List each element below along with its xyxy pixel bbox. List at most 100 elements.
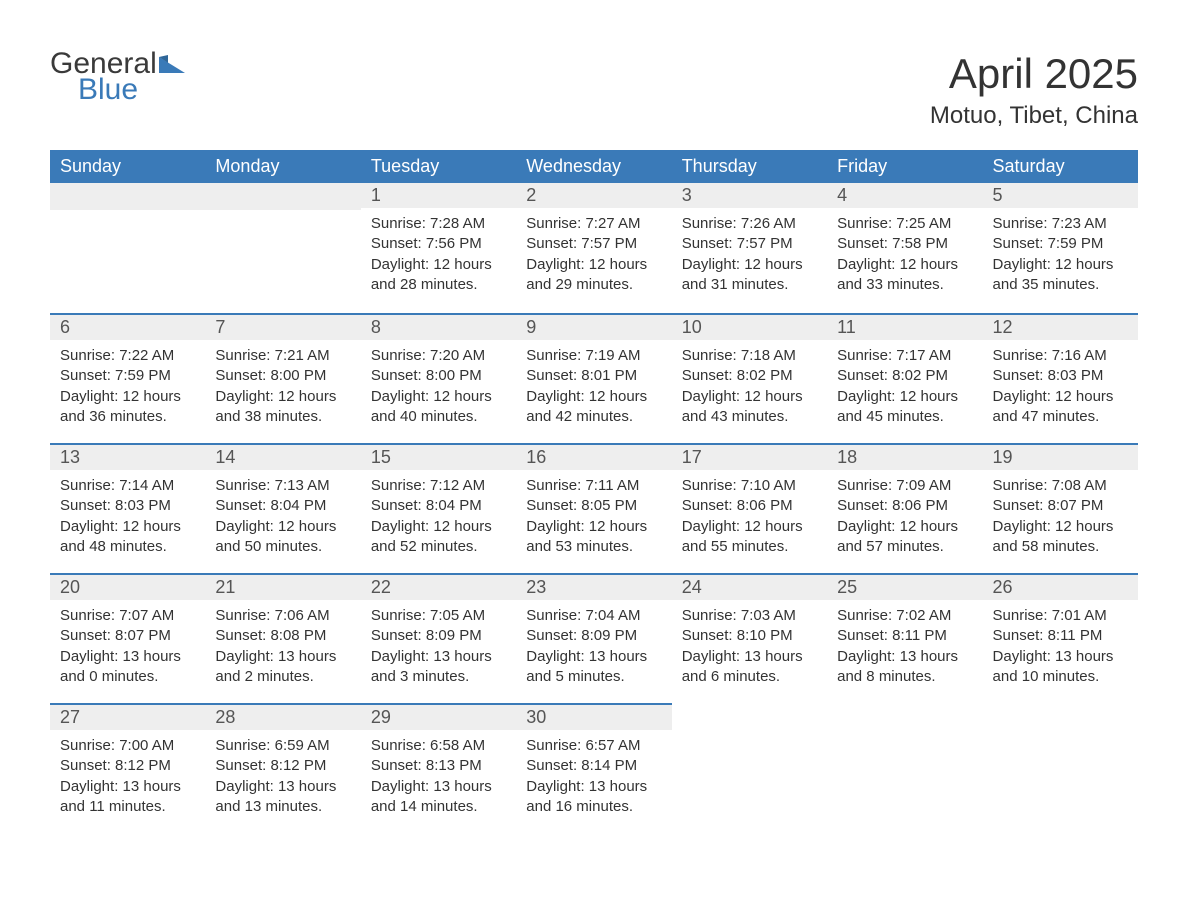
sunset-line: Sunset: 8:06 PM [682, 496, 817, 516]
sunrise-line: Sunrise: 6:59 AM [215, 736, 350, 756]
day-details: Sunrise: 6:58 AMSunset: 8:13 PMDaylight:… [361, 730, 516, 829]
daylight-line: Daylight: 13 hours and 3 minutes. [371, 647, 506, 688]
sunrise-line: Sunrise: 7:01 AM [993, 606, 1128, 626]
day-details: Sunrise: 7:13 AMSunset: 8:04 PMDaylight:… [205, 470, 360, 569]
day-number: 17 [672, 443, 827, 470]
sunrise-line: Sunrise: 7:28 AM [371, 214, 506, 234]
sunrise-line: Sunrise: 7:00 AM [60, 736, 195, 756]
day-details: Sunrise: 7:18 AMSunset: 8:02 PMDaylight:… [672, 340, 827, 439]
calendar-day-cell: 1Sunrise: 7:28 AMSunset: 7:56 PMDaylight… [361, 183, 516, 313]
sunrise-line: Sunrise: 7:12 AM [371, 476, 506, 496]
daylight-line: Daylight: 12 hours and 52 minutes. [371, 517, 506, 558]
day-details: Sunrise: 7:05 AMSunset: 8:09 PMDaylight:… [361, 600, 516, 699]
day-number: 6 [50, 313, 205, 340]
day-number: 13 [50, 443, 205, 470]
day-details: Sunrise: 7:14 AMSunset: 8:03 PMDaylight:… [50, 470, 205, 569]
day-number: 8 [361, 313, 516, 340]
month-title: April 2025 [930, 50, 1138, 98]
calendar-week-row: 27Sunrise: 7:00 AMSunset: 8:12 PMDayligh… [50, 703, 1138, 833]
day-details: Sunrise: 7:03 AMSunset: 8:10 PMDaylight:… [672, 600, 827, 699]
sunrise-line: Sunrise: 7:08 AM [993, 476, 1128, 496]
calendar-day-cell: 12Sunrise: 7:16 AMSunset: 8:03 PMDayligh… [983, 313, 1138, 443]
day-number: 23 [516, 573, 671, 600]
location-subtitle: Motuo, Tibet, China [930, 102, 1138, 130]
daylight-line: Daylight: 13 hours and 14 minutes. [371, 777, 506, 818]
calendar-day-cell: 19Sunrise: 7:08 AMSunset: 8:07 PMDayligh… [983, 443, 1138, 573]
daylight-line: Daylight: 12 hours and 58 minutes. [993, 517, 1128, 558]
day-number: 27 [50, 703, 205, 730]
sunrise-line: Sunrise: 7:06 AM [215, 606, 350, 626]
logo: General Blue [50, 50, 185, 104]
sunrise-line: Sunrise: 7:23 AM [993, 214, 1128, 234]
daylight-line: Daylight: 12 hours and 35 minutes. [993, 255, 1128, 296]
sunset-line: Sunset: 8:12 PM [60, 756, 195, 776]
daylight-line: Daylight: 12 hours and 50 minutes. [215, 517, 350, 558]
day-number: 26 [983, 573, 1138, 600]
calendar-day-cell: 9Sunrise: 7:19 AMSunset: 8:01 PMDaylight… [516, 313, 671, 443]
sunset-line: Sunset: 7:59 PM [993, 234, 1128, 254]
calendar-day-cell: 16Sunrise: 7:11 AMSunset: 8:05 PMDayligh… [516, 443, 671, 573]
sunset-line: Sunset: 8:12 PM [215, 756, 350, 776]
day-details: Sunrise: 7:20 AMSunset: 8:00 PMDaylight:… [361, 340, 516, 439]
calendar-day-cell: 26Sunrise: 7:01 AMSunset: 8:11 PMDayligh… [983, 573, 1138, 703]
day-details: Sunrise: 7:01 AMSunset: 8:11 PMDaylight:… [983, 600, 1138, 699]
sunset-line: Sunset: 7:58 PM [837, 234, 972, 254]
day-number: 11 [827, 313, 982, 340]
day-number: 10 [672, 313, 827, 340]
title-block: April 2025 Motuo, Tibet, China [930, 50, 1138, 130]
sunset-line: Sunset: 8:04 PM [215, 496, 350, 516]
daylight-line: Daylight: 12 hours and 47 minutes. [993, 387, 1128, 428]
calendar-day-cell: 18Sunrise: 7:09 AMSunset: 8:06 PMDayligh… [827, 443, 982, 573]
sunrise-line: Sunrise: 7:11 AM [526, 476, 661, 496]
calendar-day-cell: 20Sunrise: 7:07 AMSunset: 8:07 PMDayligh… [50, 573, 205, 703]
sunrise-line: Sunrise: 7:05 AM [371, 606, 506, 626]
sunset-line: Sunset: 8:09 PM [526, 626, 661, 646]
calendar-day-cell: 10Sunrise: 7:18 AMSunset: 8:02 PMDayligh… [672, 313, 827, 443]
sunset-line: Sunset: 8:06 PM [837, 496, 972, 516]
daylight-line: Daylight: 12 hours and 38 minutes. [215, 387, 350, 428]
sunset-line: Sunset: 8:01 PM [526, 366, 661, 386]
calendar-day-cell: 17Sunrise: 7:10 AMSunset: 8:06 PMDayligh… [672, 443, 827, 573]
daylight-line: Daylight: 12 hours and 42 minutes. [526, 387, 661, 428]
sunset-line: Sunset: 7:57 PM [682, 234, 817, 254]
day-details: Sunrise: 7:09 AMSunset: 8:06 PMDaylight:… [827, 470, 982, 569]
sunrise-line: Sunrise: 7:18 AM [682, 346, 817, 366]
sunset-line: Sunset: 8:02 PM [682, 366, 817, 386]
sunset-line: Sunset: 8:03 PM [993, 366, 1128, 386]
sunrise-line: Sunrise: 7:03 AM [682, 606, 817, 626]
calendar-day-cell: 25Sunrise: 7:02 AMSunset: 8:11 PMDayligh… [827, 573, 982, 703]
calendar-day-cell: 24Sunrise: 7:03 AMSunset: 8:10 PMDayligh… [672, 573, 827, 703]
daylight-line: Daylight: 13 hours and 16 minutes. [526, 777, 661, 818]
day-number: 22 [361, 573, 516, 600]
day-details: Sunrise: 7:23 AMSunset: 7:59 PMDaylight:… [983, 208, 1138, 307]
daylight-line: Daylight: 13 hours and 10 minutes. [993, 647, 1128, 688]
sunset-line: Sunset: 8:10 PM [682, 626, 817, 646]
day-number: 16 [516, 443, 671, 470]
calendar-day-cell: 21Sunrise: 7:06 AMSunset: 8:08 PMDayligh… [205, 573, 360, 703]
sunset-line: Sunset: 8:09 PM [371, 626, 506, 646]
calendar-empty-cell [983, 703, 1138, 833]
day-details: Sunrise: 7:06 AMSunset: 8:08 PMDaylight:… [205, 600, 360, 699]
weekday-header: Thursday [672, 150, 827, 183]
weekday-header: Sunday [50, 150, 205, 183]
day-details: Sunrise: 7:28 AMSunset: 7:56 PMDaylight:… [361, 208, 516, 307]
sunset-line: Sunset: 8:13 PM [371, 756, 506, 776]
daylight-line: Daylight: 12 hours and 57 minutes. [837, 517, 972, 558]
calendar-day-cell: 13Sunrise: 7:14 AMSunset: 8:03 PMDayligh… [50, 443, 205, 573]
sunrise-line: Sunrise: 7:21 AM [215, 346, 350, 366]
daylight-line: Daylight: 12 hours and 29 minutes. [526, 255, 661, 296]
calendar-empty-cell [827, 703, 982, 833]
daylight-line: Daylight: 13 hours and 6 minutes. [682, 647, 817, 688]
sunrise-line: Sunrise: 7:09 AM [837, 476, 972, 496]
calendar-day-cell: 29Sunrise: 6:58 AMSunset: 8:13 PMDayligh… [361, 703, 516, 833]
calendar-week-row: 1Sunrise: 7:28 AMSunset: 7:56 PMDaylight… [50, 183, 1138, 313]
calendar-day-cell: 6Sunrise: 7:22 AMSunset: 7:59 PMDaylight… [50, 313, 205, 443]
day-details: Sunrise: 7:27 AMSunset: 7:57 PMDaylight:… [516, 208, 671, 307]
sunrise-line: Sunrise: 6:57 AM [526, 736, 661, 756]
sunset-line: Sunset: 8:11 PM [837, 626, 972, 646]
calendar-day-cell: 28Sunrise: 6:59 AMSunset: 8:12 PMDayligh… [205, 703, 360, 833]
calendar-day-cell: 2Sunrise: 7:27 AMSunset: 7:57 PMDaylight… [516, 183, 671, 313]
sunset-line: Sunset: 8:00 PM [215, 366, 350, 386]
daylight-line: Daylight: 12 hours and 40 minutes. [371, 387, 506, 428]
calendar-day-cell: 30Sunrise: 6:57 AMSunset: 8:14 PMDayligh… [516, 703, 671, 833]
